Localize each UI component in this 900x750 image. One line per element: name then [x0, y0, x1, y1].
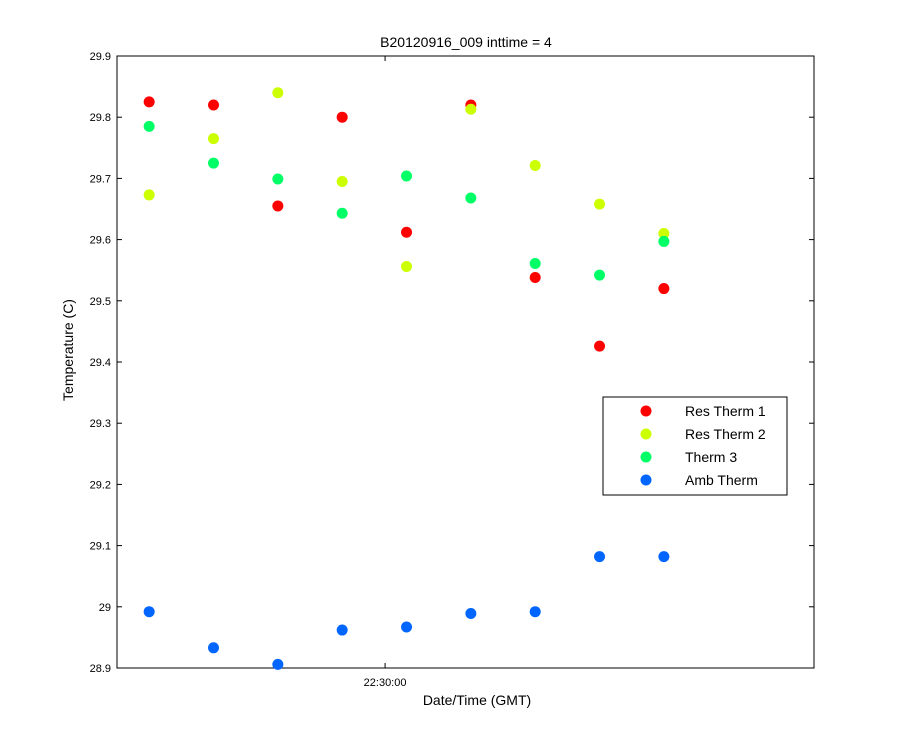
data-point-amb-therm	[272, 658, 284, 670]
y-axis: 28.9 29 29.1 29.2 29.3 29.4 29.5 29.6 29.7 29.8 29…	[90, 51, 814, 675]
x-axis-label: Date/Time (GMT)	[423, 692, 531, 708]
data-point-amb-therm	[658, 551, 670, 563]
data-point-amb-therm	[143, 606, 155, 618]
data-point-res-therm-1	[143, 96, 155, 108]
y-tick-label: 29.5	[90, 296, 111, 308]
y-tick-label: 29.3	[90, 418, 111, 430]
data-point-res-therm-1	[594, 340, 606, 352]
legend-marker	[640, 474, 652, 486]
data-point-res-therm-1	[529, 272, 541, 284]
y-tick-label: 28.9	[90, 663, 111, 675]
data-points	[143, 87, 670, 670]
legend-label: Amb Therm	[685, 472, 758, 488]
data-point-amb-therm	[208, 642, 220, 654]
data-point-res-therm-2	[401, 261, 413, 273]
chart-title: B20120916_009 inttime = 4	[380, 34, 552, 50]
legend-label: Res Therm 1	[685, 403, 766, 419]
data-point-therm-3	[208, 157, 220, 169]
data-point-therm-3	[336, 207, 348, 219]
data-point-res-therm-1	[658, 283, 670, 295]
data-point-res-therm-1	[272, 200, 284, 212]
data-point-amb-therm	[465, 608, 477, 620]
y-tick-label: 29.7	[90, 173, 111, 185]
data-point-therm-3	[465, 192, 477, 204]
y-tick-label: 29.8	[90, 112, 111, 124]
data-point-res-therm-1	[208, 99, 220, 111]
y-tick-label: 29.4	[90, 357, 111, 369]
y-tick-label: 29.6	[90, 235, 111, 247]
legend-marker	[640, 428, 652, 440]
data-point-res-therm-2	[272, 87, 284, 99]
data-point-res-therm-2	[465, 103, 477, 115]
data-point-therm-3	[401, 170, 413, 182]
x-tick-label: 22:30:00	[364, 677, 407, 689]
y-axis-label: Temperature (C)	[60, 299, 76, 401]
legend-box	[602, 396, 788, 496]
data-point-res-therm-2	[143, 189, 155, 201]
plot-area	[116, 55, 815, 669]
legend-marker	[640, 451, 652, 463]
y-tick-label: 29.2	[90, 479, 111, 491]
data-point-therm-3	[143, 120, 155, 132]
legend-label: Therm 3	[685, 449, 737, 465]
data-point-amb-therm	[529, 606, 541, 618]
data-point-res-therm-1	[336, 111, 348, 123]
data-point-amb-therm	[336, 624, 348, 636]
data-point-res-therm-2	[594, 198, 606, 210]
data-point-therm-3	[658, 235, 670, 247]
y-tick-label: 29	[99, 602, 111, 614]
data-point-res-therm-2	[208, 133, 220, 145]
data-point-res-therm-2	[529, 160, 541, 172]
data-point-res-therm-1	[401, 226, 413, 238]
data-point-amb-therm	[594, 551, 606, 563]
y-tick-label: 29.1	[90, 541, 111, 553]
x-axis: 22:30:00	[364, 56, 407, 689]
legend: Res Therm 1 Res Therm 2 Therm 3 Amb Therm	[602, 396, 788, 496]
y-tick-label: 29.9	[90, 51, 111, 63]
data-point-amb-therm	[401, 621, 413, 633]
data-point-res-therm-2	[658, 227, 670, 239]
data-point-therm-3	[594, 269, 606, 281]
data-point-therm-3	[529, 257, 541, 269]
data-point-therm-3	[272, 173, 284, 185]
legend-marker	[640, 405, 652, 417]
data-point-res-therm-2	[336, 175, 348, 187]
legend-label: Res Therm 2	[685, 426, 766, 442]
